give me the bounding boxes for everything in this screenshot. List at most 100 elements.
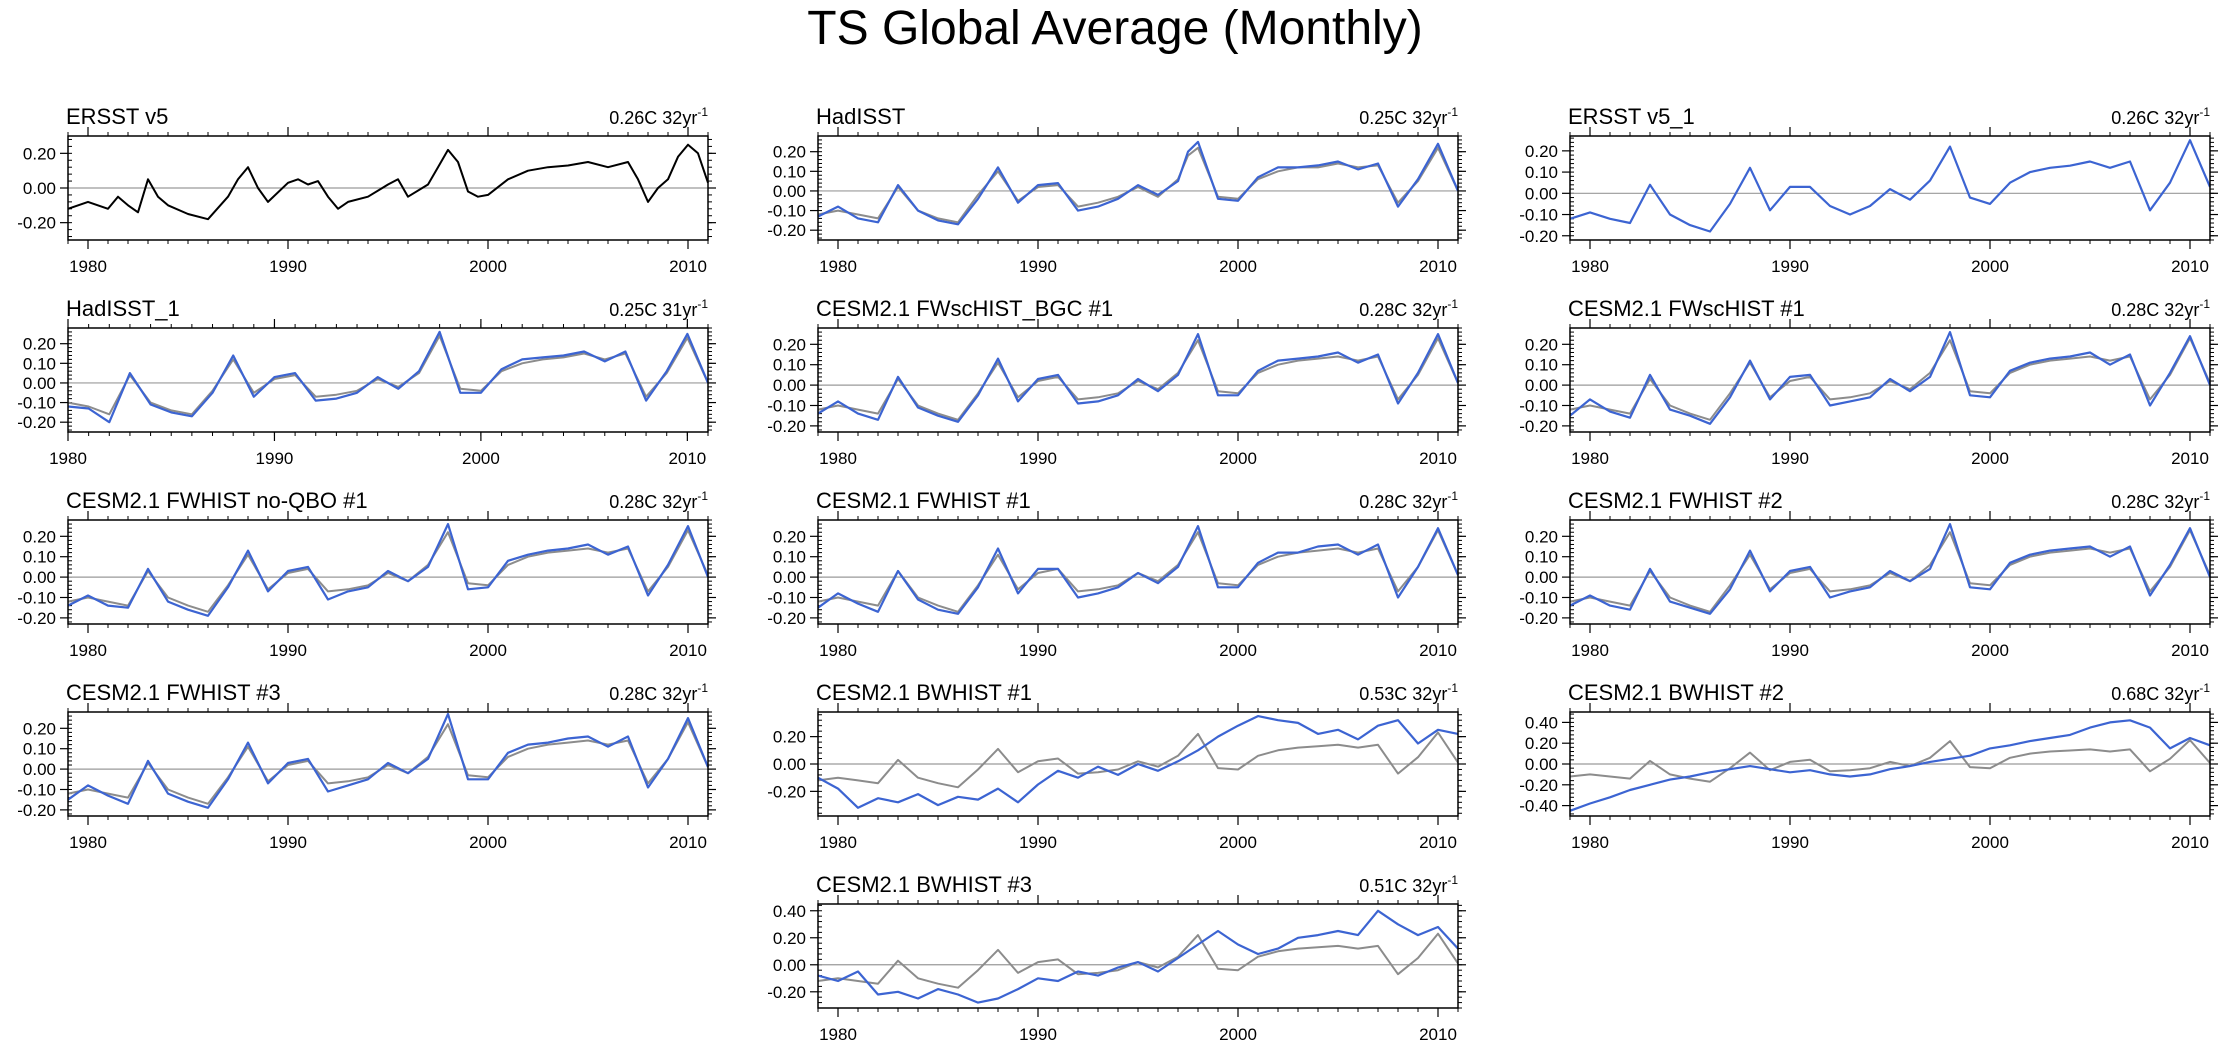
x-tick-label: 1990 — [1771, 257, 1809, 276]
x-tick-label: 1980 — [69, 257, 107, 276]
x-tick-label: 1980 — [819, 257, 857, 276]
y-tick-label: 0.10 — [23, 354, 56, 373]
plot-frame — [1569, 135, 2211, 241]
y-tick-label: -0.10 — [1519, 588, 1558, 607]
trend-label: 0.51C 32yr-1 — [1359, 873, 1458, 896]
x-tick-label: 2010 — [1419, 1025, 1457, 1044]
y-tick-label: -0.20 — [1519, 227, 1558, 246]
plot-frame — [817, 135, 1459, 241]
panel-3: ERSST v5_1 0.26C 32yr-1 0.20 0.10 0.00 -0.10 -… — [1519, 104, 2218, 276]
x-tick-label: 1990 — [1019, 833, 1057, 852]
x-tick-label: 2000 — [1971, 833, 2009, 852]
plot-frame — [817, 903, 1459, 1009]
trend-label: 0.25C 31yr-1 — [609, 297, 708, 320]
y-tick-label: 0.10 — [23, 740, 56, 759]
y-tick-label: -0.20 — [17, 413, 56, 432]
x-tick-label: 1980 — [69, 833, 107, 852]
panel-2: HadISST 0.25C 32yr-1 0.200.100.00-0.10-0.2… — [767, 104, 1466, 276]
panel-5: CESM2.1 FWscHIST_BGC #1 0.28C 32yr-1 0.20 0… — [767, 296, 1466, 468]
panel-title: CESM2.1 BWHIST #3 — [816, 872, 1032, 897]
panel-10: CESM2.1 FWHIST #3 0.28C 32yr-1 0.20 0.100.0… — [17, 680, 716, 852]
y-tick-label: -0.10 — [17, 780, 56, 799]
model-series-line — [817, 524, 1460, 615]
y-tick-label: -0.20 — [17, 609, 56, 628]
x-tick-label: 2010 — [669, 641, 707, 660]
trend-label: 0.28C 32yr-1 — [2111, 489, 2210, 512]
panel-7: CESM2.1 FWHIST no-QBO #1 0.28C 32yr-1 0.20… — [17, 488, 716, 660]
model-series-line — [67, 522, 710, 617]
x-tick-label: 1990 — [1771, 641, 1809, 660]
x-tick-label: 2010 — [2171, 257, 2209, 276]
y-tick-label: 0.20 — [773, 527, 806, 546]
model-series-line — [1569, 139, 2212, 233]
y-tick-label: 0.10 — [1525, 356, 1558, 375]
y-tick-label: 0.20 — [773, 143, 806, 162]
plot-frame — [817, 711, 1459, 817]
trend-label: 0.25C 32yr-1 — [1359, 105, 1458, 128]
model-series-line — [67, 712, 710, 809]
x-tick-label: 2000 — [1219, 449, 1257, 468]
x-tick-label: 1980 — [819, 1025, 857, 1044]
y-tick-label: 0.10 — [773, 356, 806, 375]
y-tick-label: -0.20 — [767, 221, 806, 240]
panel-8: CESM2.1 FWHIST #1 0.28C 32yr-1 0.20 0.100.0… — [767, 488, 1466, 660]
plot-frame — [817, 519, 1459, 625]
x-tick-label: 1990 — [269, 833, 307, 852]
y-tick-label: 0.00 — [773, 376, 806, 395]
x-tick-label: 2000 — [1971, 257, 2009, 276]
y-tick-label: 0.20 — [23, 527, 56, 546]
y-tick-label: 0.20 — [23, 719, 56, 738]
y-tick-label: 0.00 — [1525, 184, 1558, 203]
y-tick-label: 0.20 — [1525, 734, 1558, 753]
trend-label: 0.28C 32yr-1 — [1359, 489, 1458, 512]
plot-frame — [67, 135, 709, 241]
y-tick-label: 0.20 — [1525, 527, 1558, 546]
y-tick-label: 0.00 — [1525, 568, 1558, 587]
y-tick-label: -0.10 — [1519, 206, 1558, 225]
panel-title: HadISST_1 — [66, 296, 180, 321]
y-tick-label: -0.20 — [767, 983, 806, 1002]
y-tick-label: -0.20 — [1519, 776, 1558, 795]
y-tick-label: 0.00 — [773, 956, 806, 975]
y-tick-label: -0.20 — [17, 214, 56, 233]
panel-title: CESM2.1 BWHIST #1 — [816, 680, 1032, 705]
x-tick-label: 1980 — [49, 449, 87, 468]
model-series-line — [817, 714, 1459, 809]
x-tick-label: 2010 — [669, 257, 707, 276]
trend-label: 0.53C 32yr-1 — [1359, 681, 1458, 704]
reference-series-line — [817, 731, 1459, 789]
x-tick-label: 2000 — [469, 833, 507, 852]
x-tick-label: 2010 — [2171, 449, 2209, 468]
trend-label: 0.28C 32yr-1 — [609, 681, 708, 704]
y-tick-label: -0.10 — [17, 588, 56, 607]
y-tick-label: -0.20 — [1519, 417, 1558, 436]
x-tick-label: 1980 — [1571, 641, 1609, 660]
x-tick-label: 2000 — [462, 449, 500, 468]
x-tick-label: 1990 — [269, 641, 307, 660]
x-tick-label: 2000 — [1219, 1025, 1257, 1044]
y-tick-label: -0.20 — [1519, 609, 1558, 628]
x-tick-label: 2010 — [1419, 833, 1457, 852]
x-tick-label: 1990 — [1019, 257, 1057, 276]
model-series-line — [817, 909, 1459, 1004]
reference-series-line — [67, 334, 709, 416]
y-tick-label: 0.40 — [1525, 713, 1558, 732]
y-tick-label: 0.10 — [23, 548, 56, 567]
panel-13: CESM2.1 BWHIST #3 0.51C 32yr-1 0.40 0.20 0.0… — [767, 872, 1466, 1044]
panel-title: ERSST v5_1 — [1568, 104, 1695, 129]
y-tick-label: -0.20 — [767, 782, 806, 801]
x-tick-label: 2000 — [1971, 449, 2009, 468]
y-tick-label: 0.00 — [23, 760, 56, 779]
y-tick-label: -0.10 — [767, 588, 806, 607]
x-tick-label: 2010 — [1419, 449, 1457, 468]
plot-frame — [1569, 519, 2211, 625]
x-tick-label: 2000 — [1219, 641, 1257, 660]
plot-frame — [1569, 711, 2211, 817]
y-tick-label: 0.20 — [1525, 142, 1558, 161]
y-tick-label: 0.00 — [773, 182, 806, 201]
model-series-line — [1569, 522, 2212, 615]
panel-title: ERSST v5 — [66, 104, 168, 129]
x-tick-label: 1990 — [269, 257, 307, 276]
model-series-line — [817, 333, 1460, 423]
x-tick-label: 1980 — [1571, 833, 1609, 852]
